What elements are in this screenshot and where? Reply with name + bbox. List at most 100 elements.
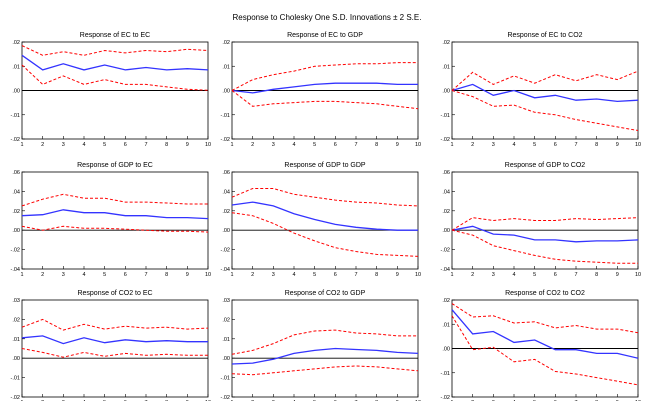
y-tick-label: .06	[442, 170, 450, 176]
lower-band-line	[231, 365, 419, 376]
x-tick-label: 3	[62, 272, 65, 278]
y-tick-label: .00	[442, 228, 450, 234]
x-tick-label: 8	[595, 272, 598, 278]
y-tick-label: .02	[12, 317, 20, 323]
y-tick-label: -.04	[221, 267, 230, 273]
response-line	[451, 83, 639, 103]
y-tick-label: .02	[222, 317, 230, 323]
response-line	[231, 347, 419, 365]
x-tick-label: 1	[450, 142, 453, 148]
x-tick-label: 6	[334, 272, 337, 278]
plot-frame	[231, 171, 419, 270]
response-line	[21, 54, 209, 71]
y-tick-label: -.02	[11, 395, 20, 401]
x-tick-label: 2	[251, 272, 254, 278]
y-tick-label: .04	[222, 189, 230, 195]
y-tick-label: .03	[12, 298, 20, 304]
response-line	[451, 225, 639, 243]
upper-band-line	[451, 217, 639, 231]
x-tick-label: 3	[492, 272, 495, 278]
lower-band-line	[231, 212, 419, 257]
x-tick-label: 8	[595, 142, 598, 148]
x-tick-label: 10	[415, 272, 421, 278]
y-tick-label: .04	[442, 189, 450, 195]
y-tick-label: .03	[222, 298, 230, 304]
y-tick-label: -.01	[441, 371, 450, 377]
x-tick-label: 2	[471, 272, 474, 278]
lower-band-line	[21, 64, 209, 91]
y-tick-label: -.01	[441, 113, 450, 119]
upper-band-line	[231, 62, 418, 91]
x-tick-label: 1	[230, 272, 233, 278]
x-tick-label: 9	[616, 142, 619, 148]
panel-title: Response of CO2 to EC	[77, 290, 152, 297]
response-line	[21, 335, 208, 345]
irf-panel: Response of GDP to EC .06 .04 .02 .00 -.02 -.0…	[11, 162, 212, 278]
x-tick-label: 8	[165, 272, 168, 278]
x-tick-label: 7	[574, 272, 577, 278]
plot-frame	[231, 299, 419, 398]
x-tick-label: 3	[492, 142, 495, 148]
y-tick-label: .01	[222, 337, 230, 343]
x-tick-label: 3	[272, 272, 275, 278]
x-tick-label: 5	[313, 142, 316, 148]
response-line	[21, 209, 209, 220]
panel-title: Response of EC to EC	[80, 32, 150, 39]
x-tick-label: 7	[354, 142, 357, 148]
y-tick-label: .00	[222, 356, 230, 362]
upper-band-line	[451, 70, 639, 91]
x-tick-label: 8	[375, 142, 378, 148]
x-tick-label: 8	[375, 272, 378, 278]
y-tick-label: .00	[12, 89, 20, 95]
y-tick-label: .01	[12, 64, 20, 70]
x-tick-label: 8	[165, 142, 168, 148]
y-tick-label: .02	[12, 40, 20, 46]
irf-panel: Response of EC to CO2 .02 .01 .00 -.01 -.021 2…	[441, 32, 642, 148]
x-tick-label: 10	[415, 142, 421, 148]
x-tick-label: 9	[186, 142, 189, 148]
y-tick-label: -.02	[441, 137, 450, 143]
x-tick-label: 7	[144, 272, 147, 278]
y-tick-label: -.02	[441, 395, 450, 401]
x-tick-label: 5	[103, 142, 106, 148]
y-tick-label: -.04	[441, 267, 450, 273]
lower-band-line	[451, 90, 639, 131]
y-tick-label: .02	[12, 209, 20, 215]
lower-band-line	[21, 348, 208, 358]
x-tick-label: 6	[554, 142, 557, 148]
x-tick-label: 6	[124, 142, 127, 148]
y-tick-label: -.01	[11, 113, 20, 119]
irf-panel: Response of GDP to GDP .06 .04 .02 .00 -.02 -.…	[221, 162, 422, 278]
y-tick-label: .02	[442, 209, 450, 215]
panel-title: Response of CO2 to GDP	[285, 290, 366, 297]
panel-title: Response of GDP to EC	[77, 162, 153, 169]
x-tick-label: 4	[512, 272, 515, 278]
x-tick-label: 9	[616, 272, 619, 278]
x-tick-label: 6	[554, 272, 557, 278]
x-tick-label: 7	[354, 272, 357, 278]
x-tick-label: 6	[124, 272, 127, 278]
x-tick-label: 1	[20, 142, 23, 148]
x-tick-label: 2	[41, 142, 44, 148]
x-tick-label: 10	[635, 272, 641, 278]
plot-frame	[21, 171, 209, 270]
figure-title: Response to Cholesky One S.D. Innovation…	[233, 13, 422, 22]
x-tick-label: 4	[512, 142, 515, 148]
lower-band-line	[21, 225, 209, 233]
upper-band-line	[231, 329, 418, 355]
x-tick-label: 9	[396, 272, 399, 278]
y-tick-label: .02	[222, 40, 230, 46]
y-tick-label: .00	[442, 89, 450, 95]
panel-title: Response of EC to CO2	[507, 32, 582, 39]
y-tick-label: -.04	[11, 267, 20, 273]
x-tick-label: 1	[20, 272, 23, 278]
y-tick-label: .06	[12, 170, 20, 176]
y-tick-label: -.02	[441, 248, 450, 254]
y-tick-label: .00	[12, 228, 20, 234]
x-tick-label: 4	[82, 272, 85, 278]
panel-title: Response of GDP to GDP	[284, 162, 366, 169]
x-tick-label: 2	[471, 142, 474, 148]
x-tick-label: 1	[450, 272, 453, 278]
lower-band-line	[231, 90, 419, 110]
irf-panel: Response of EC to GDP .02 .01 .00 -.01 -.021 2…	[221, 32, 422, 148]
